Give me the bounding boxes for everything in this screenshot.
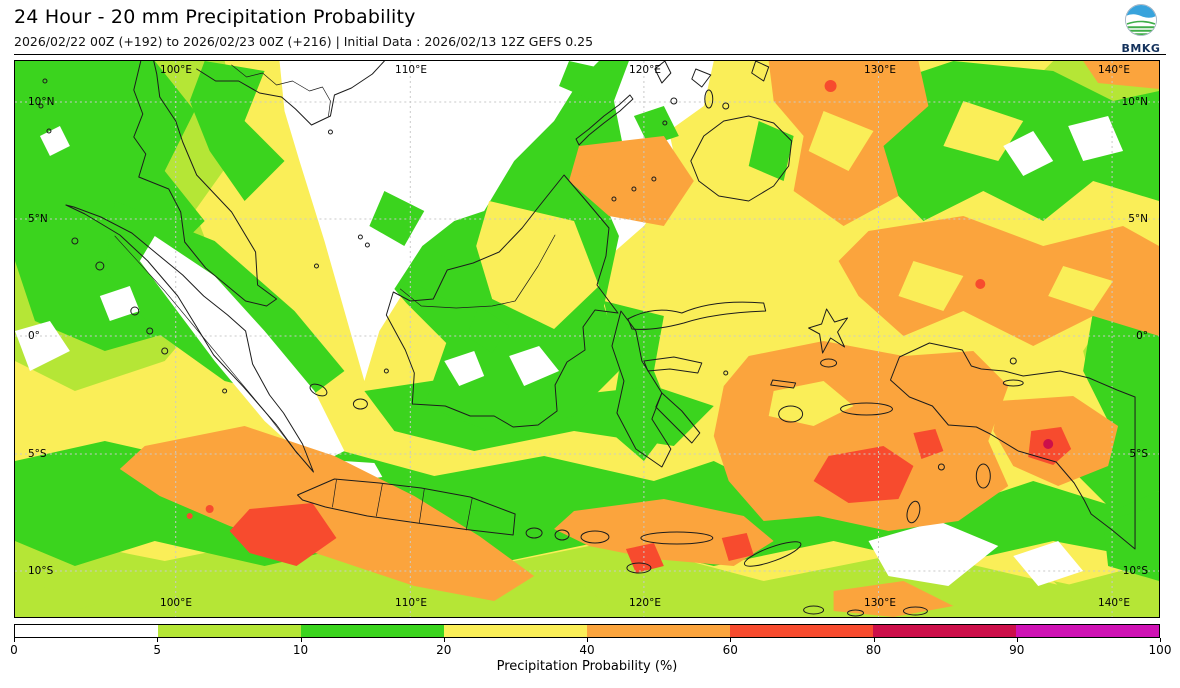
colorbar-tick — [587, 638, 588, 642]
colorbar-segment-20-40 — [444, 625, 587, 637]
lon-label-bottom: 130°E — [864, 597, 896, 609]
colorbar-tick-label: 20 — [436, 643, 452, 657]
lon-label-bottom: 140°E — [1098, 597, 1130, 609]
colorbar-segment-90-100 — [1016, 625, 1159, 637]
lat-label-left: 10°S — [28, 565, 54, 577]
colorbar-tick-label: 80 — [865, 643, 882, 657]
lon-label-bottom: 120°E — [629, 597, 661, 609]
lon-label-top: 100°E — [160, 64, 192, 76]
header-divider — [14, 54, 1166, 55]
bmkg-logo: BMKG — [1118, 2, 1164, 55]
page-title: 24 Hour - 20 mm Precipitation Probabilit… — [14, 6, 416, 28]
colorbar-tick-label: 0 — [10, 643, 18, 657]
colorbar-tick-label: 10 — [292, 643, 309, 657]
lat-label-left: 10°N — [28, 96, 55, 108]
colorbar-tick — [14, 638, 15, 642]
lon-label-bottom: 110°E — [395, 597, 427, 609]
colorbar-segment-0-5 — [15, 625, 158, 637]
colorbar-segment-5-10 — [158, 625, 301, 637]
colorbar-tick — [1016, 638, 1018, 642]
lat-label-left: 5°S — [28, 448, 47, 460]
bmkg-logo-text: BMKG — [1121, 42, 1161, 55]
colorbar-segment-60-80 — [730, 625, 873, 637]
colorbar-title: Precipitation Probability (%) — [496, 659, 678, 674]
precipitation-map: 100°E 100°E 110°E 110°E 120°E 120°E 130°E 130°E… — [14, 60, 1160, 618]
map-canvas — [15, 61, 1159, 617]
forecast-period-subtitle: 2026/02/22 00Z (+192) to 2026/02/23 00Z … — [14, 34, 594, 49]
colorbar-tick-label: 40 — [579, 643, 595, 657]
lon-label-top: 120°E — [629, 64, 661, 76]
lat-label-left: 0° — [28, 330, 40, 342]
colorbar-tick — [300, 638, 302, 642]
lat-label-right: 0° — [1136, 330, 1148, 342]
colorbar-tick-label: 60 — [722, 643, 738, 657]
bmkg-globe-icon — [1125, 4, 1157, 36]
colorbar-segment-80-90 — [873, 625, 1016, 637]
lat-label-right: 5°S — [1129, 448, 1148, 460]
colorbar-tick — [873, 638, 875, 642]
colorbar-tick — [443, 638, 445, 642]
lat-label-right: 10°N — [1121, 96, 1148, 108]
lon-label-bottom: 100°E — [160, 597, 192, 609]
lat-label-right: 10°S — [1122, 565, 1148, 577]
lon-label-top: 130°E — [864, 64, 896, 76]
lon-label-top: 140°E — [1098, 64, 1130, 76]
lon-label-top: 110°E — [395, 64, 427, 76]
colorbar-tick — [1160, 638, 1161, 642]
lat-label-left: 5°N — [28, 213, 48, 225]
colorbar — [14, 624, 1160, 638]
lat-label-right: 5°N — [1128, 213, 1148, 225]
colorbar-tick-label: 90 — [1009, 643, 1025, 657]
colorbar-segment-10-20 — [301, 625, 444, 637]
colorbar-tick-label: 100 — [1148, 643, 1172, 657]
colorbar-tick — [157, 638, 159, 642]
colorbar-segment-40-60 — [587, 625, 730, 637]
colorbar-tick-label: 5 — [153, 643, 162, 657]
colorbar-tick — [730, 638, 732, 642]
